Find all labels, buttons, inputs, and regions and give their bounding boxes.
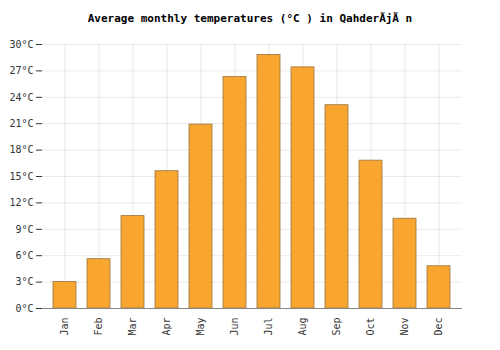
- svg-text:Nov: Nov: [399, 318, 410, 336]
- svg-text:Jan: Jan: [59, 318, 70, 336]
- svg-text:3°C: 3°C: [15, 276, 33, 287]
- svg-text:Jul: Jul: [263, 318, 274, 336]
- html-text:Average monthly temperatures (: Average monthly temperatures (°C ) in Qa…: [87, 12, 413, 25]
- svg-text:May: May: [195, 318, 206, 336]
- svg-text:Oct: Oct: [365, 318, 376, 336]
- svg-text:21°C: 21°C: [9, 118, 33, 129]
- svg-text:Dec: Dec: [433, 318, 444, 336]
- svg-text:6°C: 6°C: [15, 250, 33, 261]
- svg-text:Jun: Jun: [229, 318, 240, 336]
- svg-text:Feb: Feb: [93, 318, 104, 336]
- svg-text:Sep: Sep: [331, 318, 342, 336]
- svg-text:15°C: 15°C: [9, 171, 33, 182]
- svg-text:Mar: Mar: [127, 318, 138, 336]
- svg-text:0°C: 0°C: [15, 303, 33, 314]
- svg-text:27°C: 27°C: [9, 65, 33, 76]
- svg-text:18°C: 18°C: [9, 144, 33, 155]
- svg-text:9°C: 9°C: [15, 224, 33, 235]
- svg-text:12°C: 12°C: [9, 197, 33, 208]
- svg-text:30°C: 30°C: [9, 39, 33, 50]
- svg-text:24°C: 24°C: [9, 92, 33, 103]
- svg-text:Aug: Aug: [297, 318, 308, 336]
- svg-text:Apr: Apr: [161, 318, 172, 336]
